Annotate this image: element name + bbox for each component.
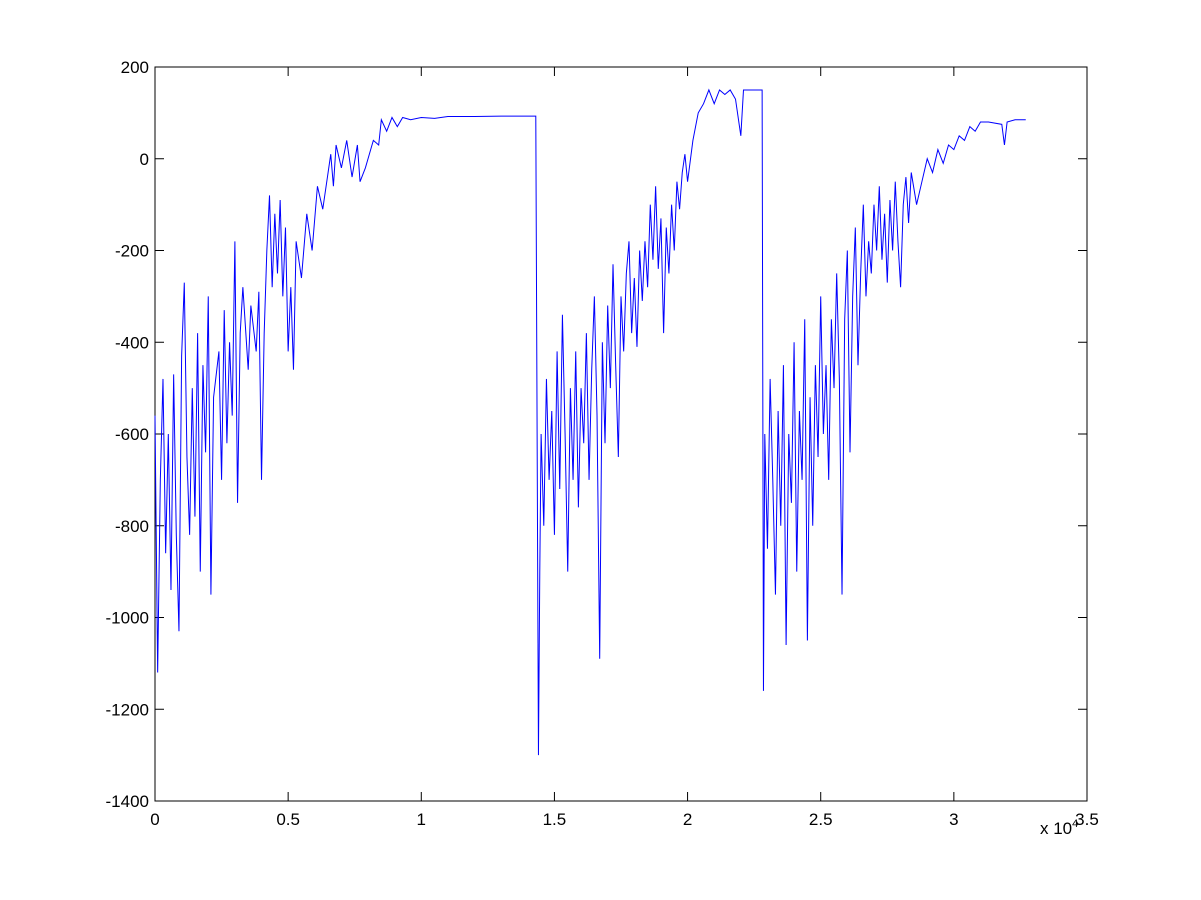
x-tick-label: 3 — [949, 810, 958, 829]
y-tick-label: -1200 — [106, 700, 149, 719]
x-tick-label: 1.5 — [543, 810, 567, 829]
x-exponent: x 104 — [1040, 818, 1078, 838]
x-tick-label: 0 — [150, 810, 159, 829]
x-tick-label: 2 — [683, 810, 692, 829]
y-tick-label: 200 — [121, 58, 149, 77]
y-tick-label: -1000 — [106, 609, 149, 628]
y-tick-label: 0 — [140, 150, 149, 169]
x-tick-label: 0.5 — [276, 810, 300, 829]
y-tick-label: -400 — [115, 333, 149, 352]
plot-area — [154, 66, 1088, 802]
x-tick-label: 2.5 — [809, 810, 833, 829]
y-tick-label: -200 — [115, 242, 149, 261]
x-exponent-power: 4 — [1072, 818, 1078, 830]
x-tick-label: 3.5 — [1075, 810, 1099, 829]
y-tick-label: -600 — [115, 425, 149, 444]
data-line — [154, 88, 1026, 756]
y-tick-label: -1400 — [106, 792, 149, 811]
y-tick-label: -800 — [115, 517, 149, 536]
x-exponent-base: x 10 — [1040, 819, 1072, 838]
x-tick-label: 1 — [417, 810, 426, 829]
